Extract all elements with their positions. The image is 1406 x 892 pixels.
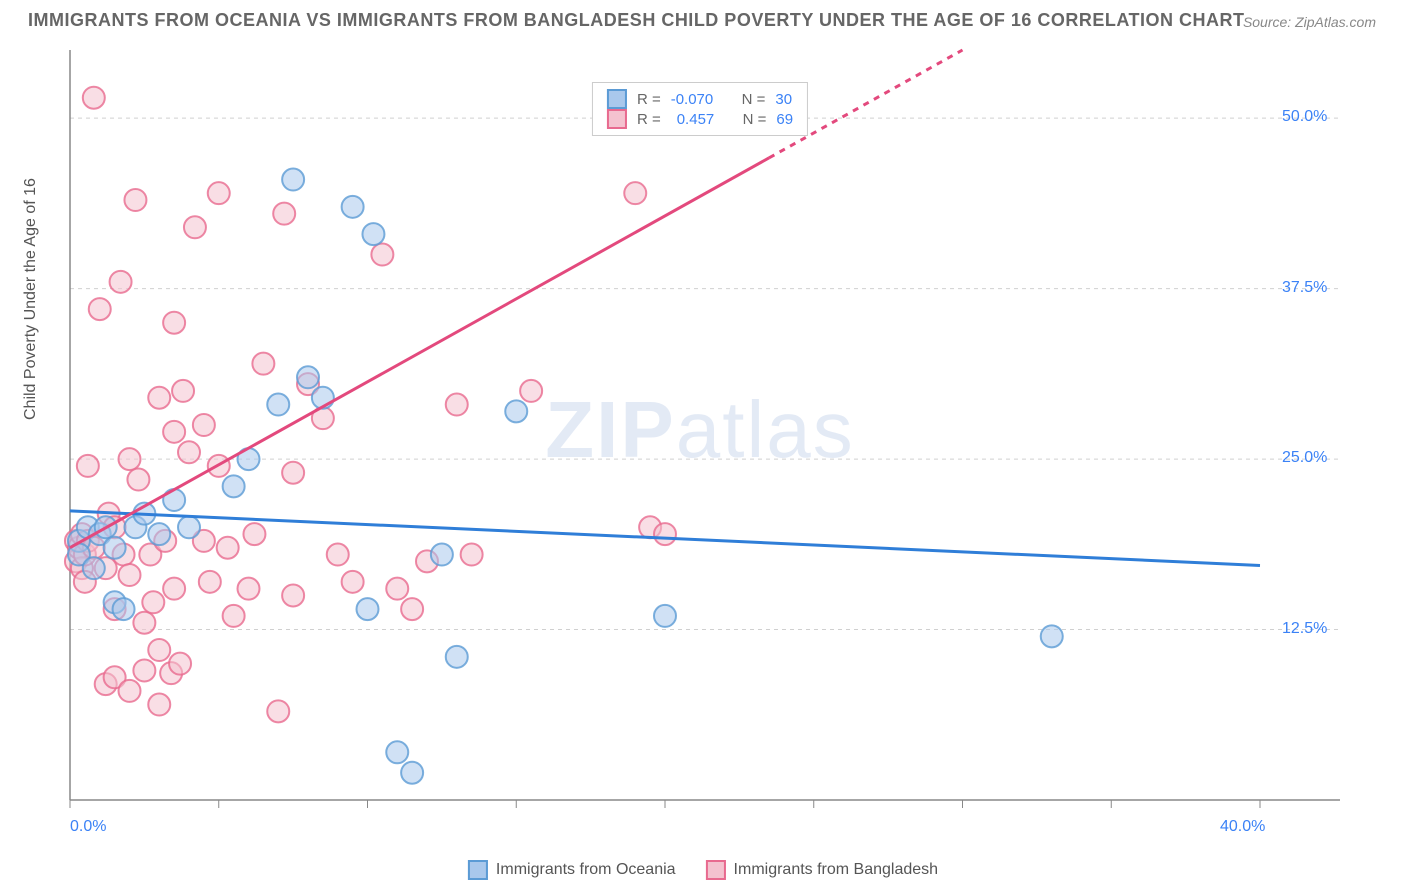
x-tick-label: 0.0% — [70, 818, 106, 836]
series-legend: Immigrants from Oceania Immigrants from … — [468, 860, 938, 880]
legend-row-bangladesh: R = 0.457 N = 69 — [607, 109, 793, 129]
chart-svg — [60, 40, 1340, 820]
correlation-legend: R = -0.070 N = 30 R = 0.457 N = 69 — [592, 82, 808, 136]
swatch-icon — [706, 860, 726, 880]
chart-area: ZIPatlas R = -0.070 N = 30 R = 0.457 N =… — [60, 40, 1340, 820]
legend-row-oceania: R = -0.070 N = 30 — [607, 89, 793, 109]
source-attribution: Source: ZipAtlas.com — [1243, 14, 1376, 30]
swatch-icon — [468, 860, 488, 880]
y-axis-label: Child Poverty Under the Age of 16 — [22, 178, 40, 420]
legend-item-oceania: Immigrants from Oceania — [468, 860, 676, 880]
legend-item-bangladesh: Immigrants from Bangladesh — [706, 860, 939, 880]
swatch-icon — [607, 109, 627, 129]
chart-title: IMMIGRANTS FROM OCEANIA VS IMMIGRANTS FR… — [28, 10, 1245, 31]
swatch-icon — [607, 89, 627, 109]
y-tick-label: 25.0% — [1282, 449, 1327, 467]
y-tick-label: 37.5% — [1282, 279, 1327, 297]
y-tick-label: 12.5% — [1282, 620, 1327, 638]
y-tick-label: 50.0% — [1282, 108, 1327, 126]
x-tick-label: 40.0% — [1220, 818, 1265, 836]
